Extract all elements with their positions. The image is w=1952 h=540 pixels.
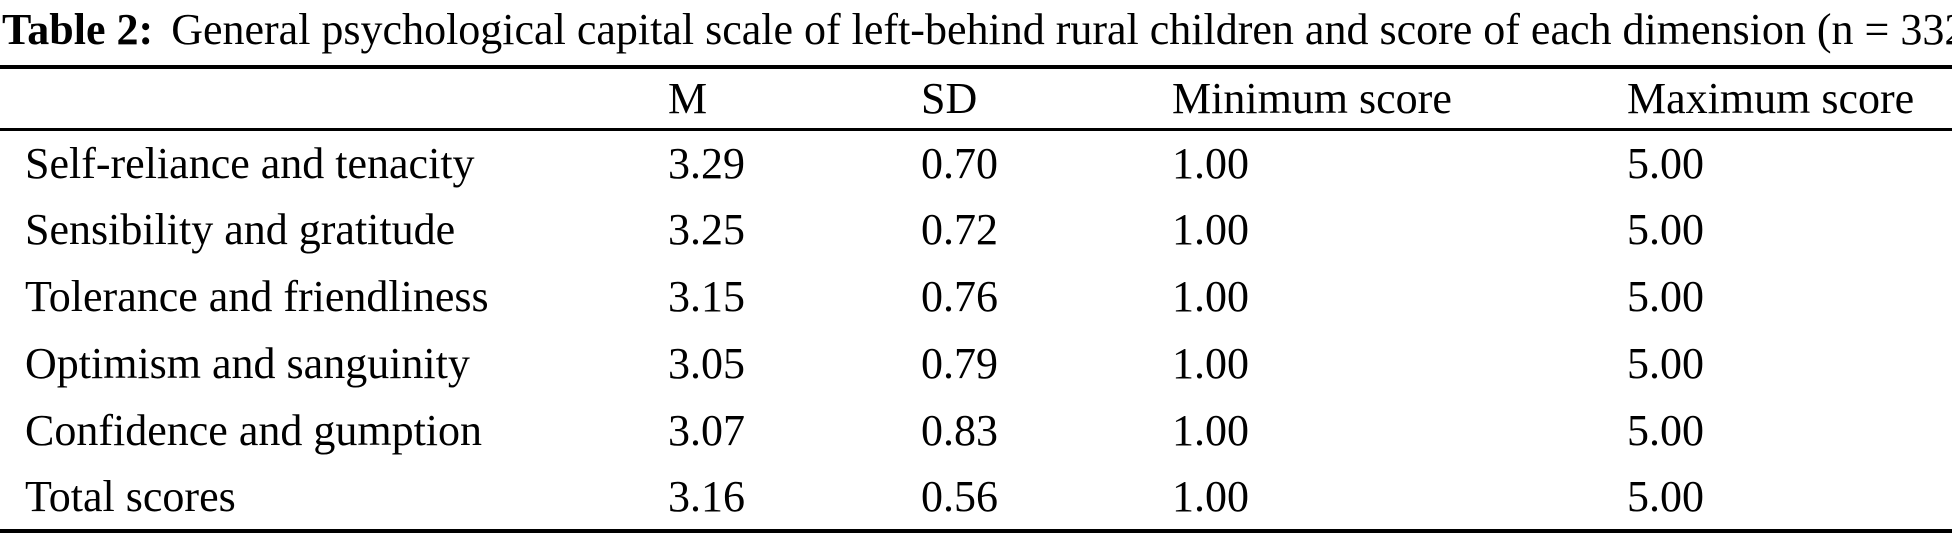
sd-cell: 0.79 <box>921 339 998 388</box>
table-row: Tolerance and friendliness 3.15 0.76 1.0… <box>0 263 1952 330</box>
dimension-cell: Total scores <box>25 472 236 521</box>
dimension-cell: Self-reliance and tenacity <box>25 138 475 188</box>
table-row: Sensibility and gratitude 3.25 0.72 1.00… <box>0 196 1952 263</box>
table-caption: Table 2: General psychological capital sc… <box>0 0 1952 65</box>
dimension-cell: Confidence and gumption <box>25 406 483 455</box>
table-caption-text: General psychological capital scale of l… <box>171 5 1952 54</box>
sd-cell: 0.76 <box>921 272 998 321</box>
table-row: Total scores 3.16 0.56 1.00 5.00 <box>0 464 1952 531</box>
maximum-score-cell: 5.00 <box>1627 272 1704 321</box>
column-header-dimension <box>0 67 668 129</box>
minimum-score-cell: 1.00 <box>1172 205 1249 254</box>
minimum-score-cell: 1.00 <box>1172 272 1249 321</box>
table-caption-label: Table 2: <box>2 5 154 54</box>
dimension-cell: Tolerance and friendliness <box>25 272 489 321</box>
mean-cell: 3.29 <box>668 138 745 188</box>
mean-cell: 3.07 <box>668 406 745 455</box>
sd-cell: 0.70 <box>921 138 998 188</box>
mean-cell: 3.16 <box>668 472 745 521</box>
sd-cell: 0.83 <box>921 406 998 455</box>
dimension-cell: Optimism and sanguinity <box>25 339 470 388</box>
mean-cell: 3.15 <box>668 272 745 321</box>
maximum-score-cell: 5.00 <box>1627 205 1704 254</box>
sd-cell: 0.72 <box>921 205 998 254</box>
mean-cell: 3.05 <box>668 339 745 388</box>
minimum-score-cell: 1.00 <box>1172 472 1249 521</box>
table-row: Self-reliance and tenacity 3.29 0.70 1.0… <box>0 129 1952 196</box>
results-table: M SD Minimum score Maximum score Self-re… <box>0 65 1952 533</box>
column-header-sd: SD <box>921 73 978 123</box>
column-header-minimum-score: Minimum score <box>1172 73 1452 123</box>
maximum-score-cell: 5.00 <box>1627 138 1704 188</box>
minimum-score-cell: 1.00 <box>1172 339 1249 388</box>
minimum-score-cell: 1.00 <box>1172 138 1249 188</box>
maximum-score-cell: 5.00 <box>1627 406 1704 455</box>
column-header-mean: M <box>668 73 708 123</box>
sd-cell: 0.56 <box>921 472 998 521</box>
header-row: M SD Minimum score Maximum score <box>0 67 1952 129</box>
dimension-cell: Sensibility and gratitude <box>25 205 456 254</box>
mean-cell: 3.25 <box>668 205 745 254</box>
minimum-score-cell: 1.00 <box>1172 406 1249 455</box>
maximum-score-cell: 5.00 <box>1627 339 1704 388</box>
column-header-maximum-score: Maximum score <box>1627 73 1915 123</box>
table-row: Optimism and sanguinity 3.05 0.79 1.00 5… <box>0 330 1952 397</box>
table-row: Confidence and gumption 3.07 0.83 1.00 5… <box>0 397 1952 464</box>
maximum-score-cell: 5.00 <box>1627 472 1704 521</box>
